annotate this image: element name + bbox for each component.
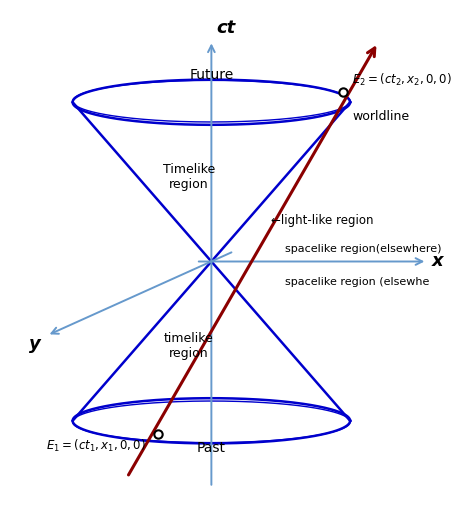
Text: spacelike region(elsewhere): spacelike region(elsewhere) (285, 244, 442, 254)
Text: ←light-like region: ←light-like region (271, 214, 374, 227)
Text: Future: Future (189, 67, 234, 82)
Text: $E_2=(ct_2,x_2,0,0)$: $E_2=(ct_2,x_2,0,0)$ (352, 72, 452, 88)
Text: ct: ct (217, 19, 236, 38)
Text: x: x (431, 253, 443, 270)
Text: Timelike
region: Timelike region (163, 163, 215, 191)
Text: timelike
region: timelike region (164, 332, 214, 360)
Text: spacelike region (elsewhe: spacelike region (elsewhe (285, 277, 430, 287)
Text: Past: Past (197, 441, 226, 456)
Text: y: y (29, 335, 40, 353)
Text: worldline: worldline (352, 110, 410, 123)
Text: $E_1=(ct_1,x_1,0,0)$: $E_1=(ct_1,x_1,0,0)$ (46, 438, 146, 454)
